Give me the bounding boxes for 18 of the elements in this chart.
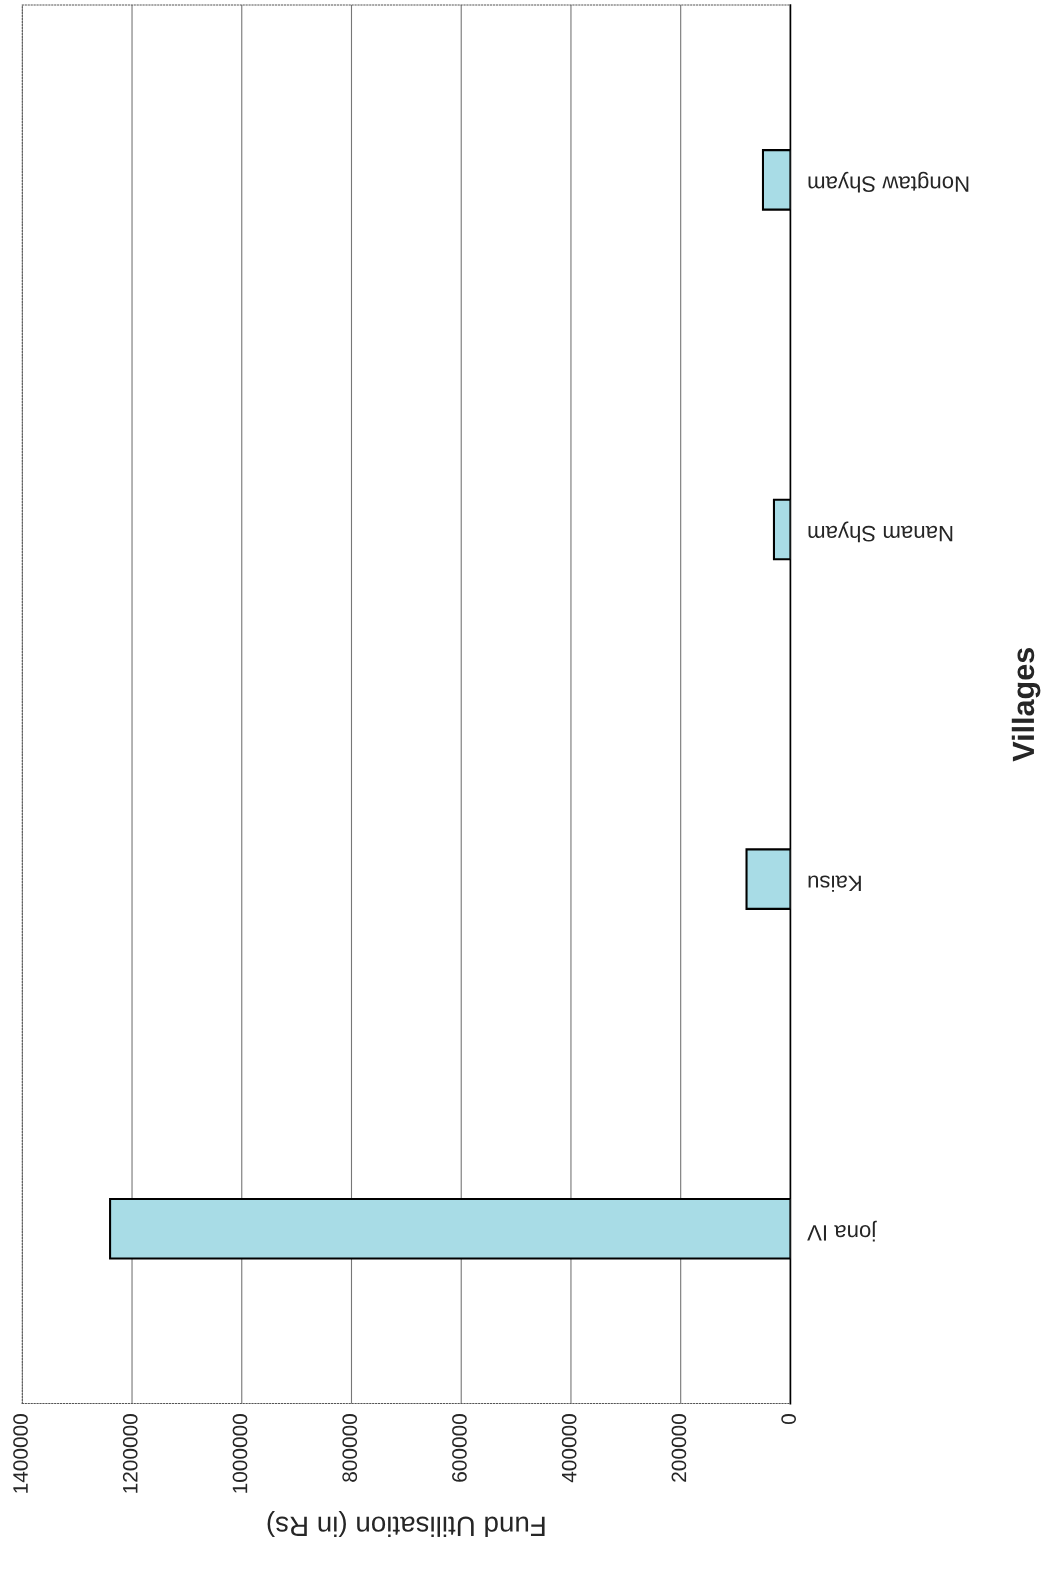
x-tick-label: 200000 [671,1414,687,1482]
bar [761,149,791,211]
x-tick-label: 800000 [342,1414,358,1482]
bar [109,1197,791,1260]
x-tick-label: 600000 [452,1414,467,1482]
bar [745,848,791,910]
y-tick-label: Kaisu [808,875,861,892]
y-axis-title: Villages [1011,648,1041,762]
y-tick-label: Nanam Shyam [808,521,953,543]
y-tick-label: Nongtaw Shyam [808,171,969,193]
x-tick-label: 400000 [561,1414,577,1483]
bar [772,498,791,561]
y-tick-label: jona IV [807,1220,877,1242]
x-tick-label: 0 [781,1414,797,1425]
x-tick-label: 1000000 [232,1414,248,1493]
x-tick-label: 1400000 [13,1414,28,1493]
x-tick-label: 1200000 [122,1414,138,1493]
x-axis-title: Fund Utilisation (in Rs) [267,1511,545,1537]
